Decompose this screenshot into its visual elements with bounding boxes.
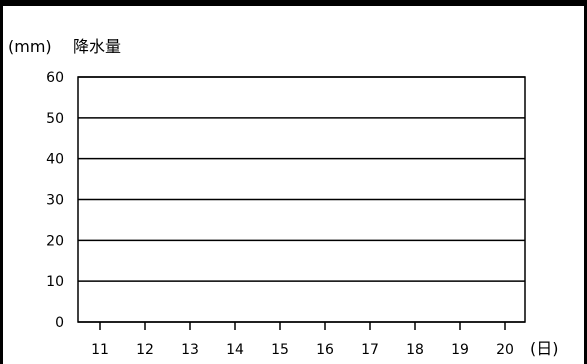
x-tick-label: 19 [451, 342, 469, 358]
plot-area [77, 76, 526, 323]
grid-lines [78, 76, 525, 323]
x-tick-label: 11 [91, 342, 109, 358]
y-tick-label: 30 [46, 193, 64, 209]
x-tick-label: 20 [496, 342, 514, 358]
x-axis-unit: (日) [530, 339, 559, 358]
y-tick-label: 10 [46, 274, 64, 290]
y-axis-unit: (mm) [8, 37, 52, 56]
left-border [0, 0, 3, 364]
y-axis-label: 降水量 [73, 37, 121, 56]
x-tick-label: 15 [271, 342, 289, 358]
x-tick-label: 14 [226, 342, 244, 358]
x-tick-label: 18 [406, 342, 424, 358]
y-tick-label: 60 [46, 70, 64, 86]
x-tick-label: 13 [181, 342, 199, 358]
x-tick-label: 16 [316, 342, 334, 358]
y-tick-label: 50 [46, 111, 64, 127]
x-tick-labels: 11 12 13 14 15 16 17 18 19 20 [91, 342, 514, 358]
x-tick-marks [99, 322, 506, 330]
top-border [0, 0, 587, 6]
y-tick-labels: 0 10 20 30 40 50 60 [46, 70, 64, 331]
x-tick-label: 12 [136, 342, 154, 358]
y-tick-label: 0 [55, 315, 64, 331]
right-border [584, 0, 587, 364]
y-tick-label: 20 [46, 233, 64, 249]
y-tick-label: 40 [46, 152, 64, 168]
x-tick-label: 17 [361, 342, 379, 358]
